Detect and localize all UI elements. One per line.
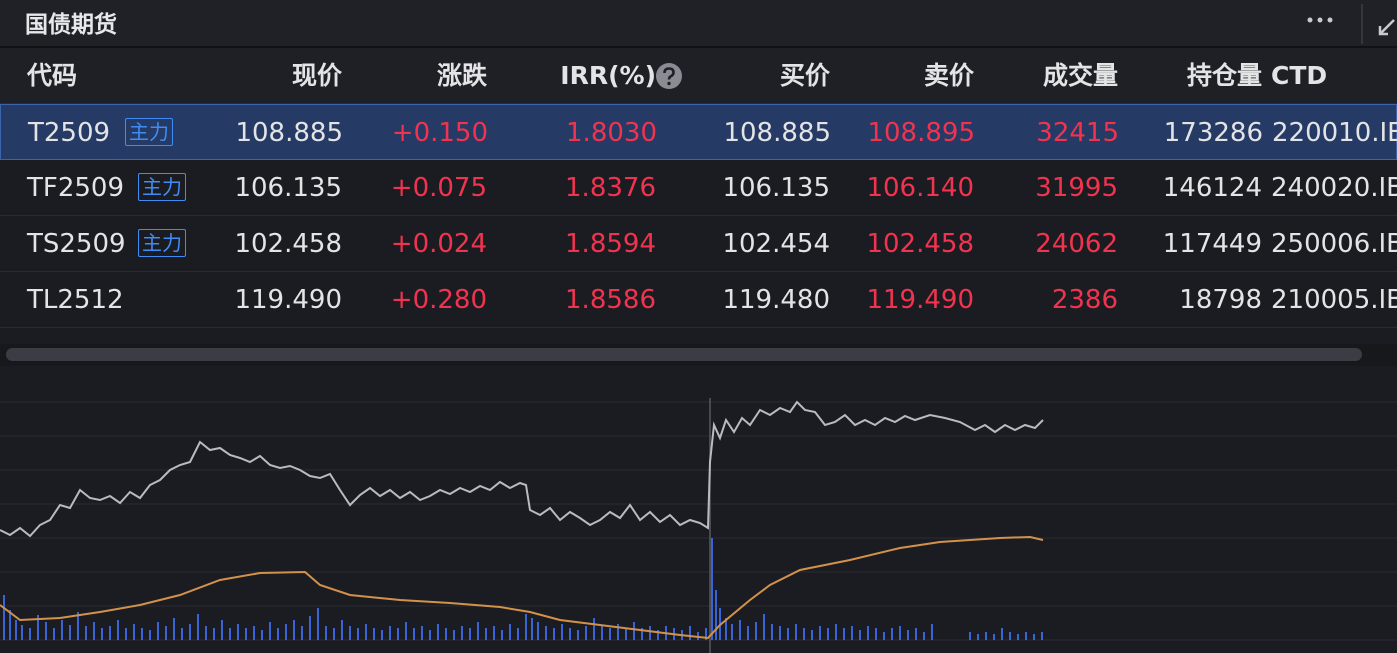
main-contract-tag: 主力	[125, 118, 173, 146]
table-cell: 102.458	[234, 229, 342, 259]
contract-code: T2509	[28, 118, 111, 148]
column-header: 卖价	[923, 61, 974, 90]
panel-title: 国债期货	[25, 12, 117, 38]
table-cell: 1.8594	[565, 229, 656, 259]
table-cell: 18798	[1179, 285, 1262, 315]
table-cell: +0.024	[390, 229, 487, 259]
table-cell: 102.458	[866, 229, 974, 259]
help-icon[interactable]	[655, 62, 683, 90]
table-cell: 108.885	[235, 118, 343, 148]
table-cell: 24062	[1035, 229, 1118, 259]
table-cell: 240020.IB	[1271, 173, 1397, 203]
title-bar: 国债期货	[0, 0, 1397, 48]
futures-table: 代码 现价 涨跌 IRR(%) 买价 卖价 成交量 持仓量 CTD T2509 主力 108.885 +…	[0, 48, 1397, 344]
column-header: 代码	[27, 61, 78, 90]
column-header: 买价	[779, 61, 830, 90]
table-cell: 102.454	[722, 229, 830, 259]
table-cell: 106.140	[866, 173, 974, 203]
toolbar-icons	[1307, 4, 1395, 44]
contract-code: TL2512	[27, 285, 124, 315]
grid-lines	[0, 401, 1397, 641]
table-cell: 106.135	[722, 173, 830, 203]
column-header: CTD	[1271, 61, 1328, 90]
header-row: 代码 现价 涨跌 IRR(%) 买价 卖价 成交量 持仓量 CTD	[0, 48, 1397, 104]
table-cell: 119.490	[234, 285, 342, 315]
column-header: IRR(%)	[560, 61, 656, 90]
price-line	[0, 400, 1044, 538]
table-row[interactable]: TS2509 主力 102.458 +0.024 1.8594 102.454 102.45…	[0, 216, 1397, 272]
table-cell: 106.135	[234, 173, 342, 203]
volume-bars	[3, 538, 1043, 640]
table-cell: 117449	[1162, 229, 1262, 259]
h-scrollbar[interactable]	[0, 344, 1397, 366]
table-cell: 210005.IB	[1271, 285, 1397, 315]
column-header: 成交量	[1042, 61, 1118, 90]
table-cell: +0.075	[390, 173, 487, 203]
table-cell: 2386	[1051, 285, 1118, 315]
column-header: 现价	[291, 61, 342, 90]
table-cell: +0.280	[390, 285, 487, 315]
table-cell: 119.480	[722, 285, 830, 315]
table-row[interactable]: TL2512 119.490 +0.280 1.8586 119.480 119.490 2…	[0, 272, 1397, 328]
table-cell: 108.885	[723, 118, 831, 148]
expand-button[interactable]	[1378, 19, 1395, 36]
column-header: 持仓量	[1186, 61, 1262, 90]
table-row[interactable]: T2509 主力 108.885 +0.150 1.8030 108.885 108.895…	[0, 104, 1397, 160]
table-cell: 1.8586	[565, 285, 656, 315]
table-cell: 250006.IB	[1271, 229, 1397, 259]
table-cell: 108.895	[867, 118, 975, 148]
table-cell: 119.490	[866, 285, 974, 315]
table-cell: 1.8376	[565, 173, 656, 203]
contract-code: TS2509	[27, 229, 126, 259]
main-contract-tag: 主力	[138, 229, 186, 257]
table-cell: 1.8030	[566, 118, 657, 148]
intraday-chart	[0, 398, 1397, 653]
table-cell: 173286	[1163, 118, 1263, 148]
scroll-thumb[interactable]	[6, 348, 1362, 361]
contract-code: TF2509	[27, 173, 125, 203]
table-cell: 32415	[1036, 118, 1119, 148]
table-row[interactable]: TF2509 主力 106.135 +0.075 1.8376 106.135 106.14…	[0, 160, 1397, 216]
more-button[interactable]	[1307, 17, 1333, 23]
main-contract-tag: 主力	[138, 173, 186, 201]
column-header: 涨跌	[436, 61, 487, 90]
table-cell: +0.150	[391, 118, 488, 148]
table-cell: 146124	[1162, 173, 1262, 203]
table-cell: 31995	[1035, 173, 1118, 203]
average-line	[0, 535, 1044, 640]
table-cell: 220010.IB	[1272, 118, 1397, 148]
